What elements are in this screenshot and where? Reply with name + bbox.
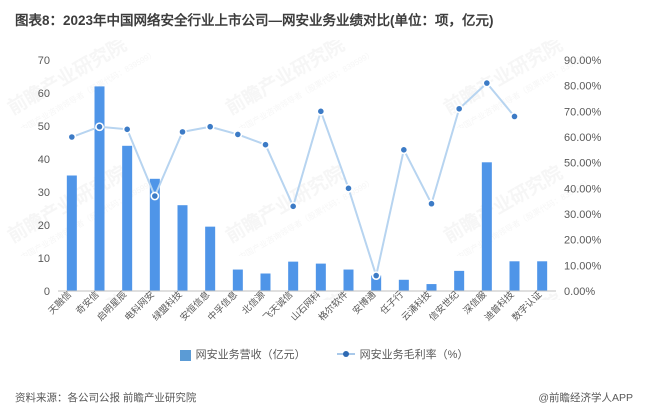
svg-text:10: 10 — [38, 253, 50, 265]
svg-text:0: 0 — [44, 286, 50, 298]
svg-text:90.00%: 90.00% — [564, 55, 602, 67]
svg-text:0.00%: 0.00% — [564, 286, 595, 298]
svg-text:40: 40 — [38, 154, 50, 166]
svg-text:70: 70 — [38, 55, 50, 67]
svg-text:40.00%: 40.00% — [564, 183, 602, 195]
svg-text:20: 20 — [38, 220, 50, 232]
svg-text:10.00%: 10.00% — [564, 260, 602, 272]
svg-text:30: 30 — [38, 187, 50, 199]
svg-text:80.00%: 80.00% — [564, 81, 602, 93]
svg-text:60: 60 — [38, 88, 50, 100]
svg-text:30.00%: 30.00% — [564, 209, 602, 221]
svg-text:70.00%: 70.00% — [564, 106, 602, 118]
svg-text:60.00%: 60.00% — [564, 132, 602, 144]
svg-text:20.00%: 20.00% — [564, 235, 602, 247]
svg-text:50.00%: 50.00% — [564, 158, 602, 170]
svg-text:50: 50 — [38, 121, 50, 133]
